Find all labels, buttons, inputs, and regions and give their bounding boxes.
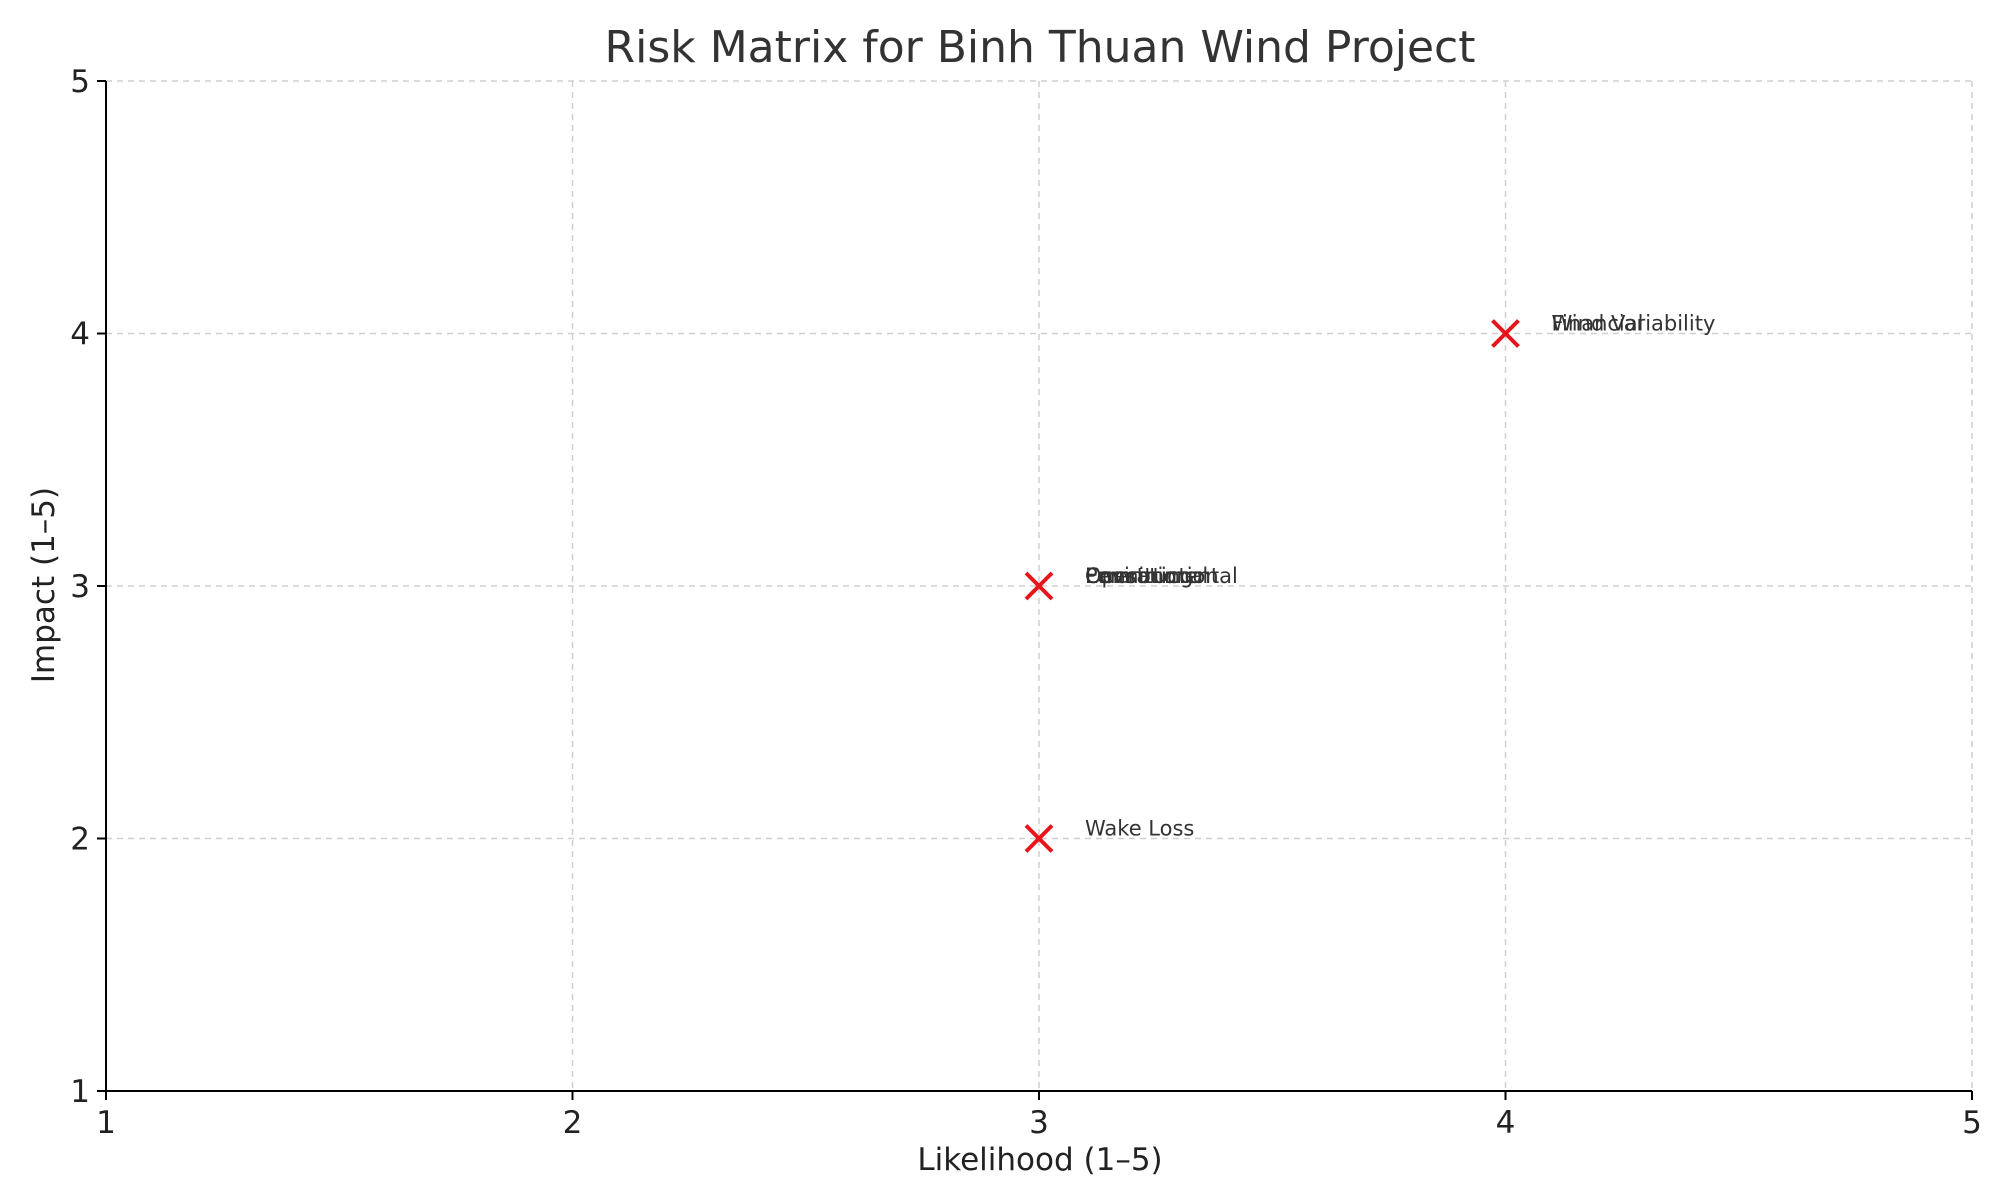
x-marker (1024, 824, 1054, 853)
point-label: Wake Loss (1085, 817, 1194, 841)
x-tick-label: 1 (96, 1105, 116, 1141)
y-tick-label: 5 (70, 64, 90, 100)
x-tick-label: 3 (1029, 1105, 1049, 1141)
y-tick-label: 1 (70, 1074, 90, 1110)
x-tick-label: 2 (563, 1105, 583, 1141)
point-label: Operational (1085, 564, 1208, 588)
point-label: Construction (1085, 564, 1219, 588)
point-label: Wind Variability (1552, 312, 1716, 336)
y-tick-label: 3 (70, 569, 90, 605)
y-axis-label: Impact (1–5) (26, 487, 62, 683)
point-label: Financial (1552, 312, 1644, 336)
x-tick-label: 5 (1962, 1105, 1982, 1141)
chart-title: Risk Matrix for Binh Thuan Wind Project (605, 22, 1476, 73)
y-tick-label: 2 (70, 822, 90, 858)
point-label: Permitting (1085, 564, 1193, 588)
axes: 1 2 3 4 5 1 2 3 4 5 (70, 64, 1982, 1141)
point-label: Environmental (1085, 564, 1238, 588)
y-tick-label: 4 (70, 317, 90, 353)
x-axis-label: Likelihood (1–5) (917, 1142, 1162, 1178)
x-tick-label: 4 (1496, 1105, 1516, 1141)
x-marker (1024, 571, 1054, 601)
x-marker (1491, 319, 1520, 348)
grid (105, 80, 1973, 1092)
